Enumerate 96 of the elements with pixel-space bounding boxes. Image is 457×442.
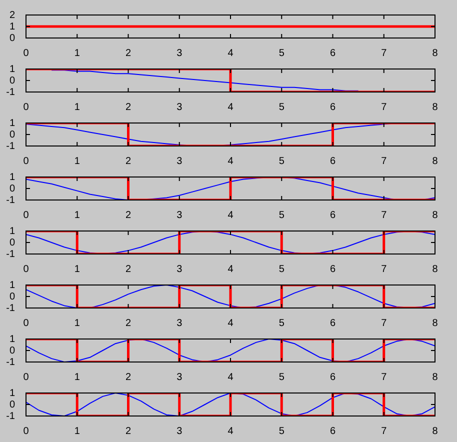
x-tick-label: 0 xyxy=(23,264,30,275)
x-tick-label: 4 xyxy=(228,264,234,275)
x-tick-label: 2 xyxy=(125,318,132,329)
y-tick-label: 0 xyxy=(9,291,16,302)
y-tick-label: 1 xyxy=(9,21,16,32)
x-tick-label: 6 xyxy=(330,102,336,113)
y-tick-label: 1 xyxy=(9,64,16,75)
x-tick-label: 2 xyxy=(125,156,132,167)
y-tick-label: 1 xyxy=(9,334,16,345)
x-tick-label: 6 xyxy=(330,426,336,437)
x-tick-label: 2 xyxy=(125,372,132,383)
x-tick-label: 8 xyxy=(432,372,438,383)
x-tick-label: 0 xyxy=(23,48,30,59)
y-tick-label: -1 xyxy=(6,194,16,206)
x-tick-label: 6 xyxy=(330,48,336,59)
x-tick-label: 5 xyxy=(278,318,285,329)
x-tick-label: 7 xyxy=(381,318,388,329)
x-tick-label: 3 xyxy=(176,426,183,437)
y-tick-label: 0 xyxy=(9,129,16,140)
x-tick-label: 3 xyxy=(176,210,183,221)
x-tick-label: 6 xyxy=(330,372,336,383)
y-tick-label: -1 xyxy=(6,140,16,152)
x-tick-label: 8 xyxy=(432,264,438,275)
x-tick-label: 1 xyxy=(74,48,80,59)
x-tick-label: 4 xyxy=(228,102,234,113)
y-tick-label: -1 xyxy=(6,356,16,368)
y-tick-label: 1 xyxy=(9,172,16,183)
x-tick-label: 6 xyxy=(330,264,336,275)
y-tick-label: 1 xyxy=(9,226,16,237)
x-tick-label: 6 xyxy=(330,156,336,167)
x-tick-label: 7 xyxy=(381,210,388,221)
x-tick-label: 0 xyxy=(23,372,30,383)
y-tick-label: -1 xyxy=(6,302,16,314)
x-tick-label: 8 xyxy=(432,318,438,329)
x-tick-label: 1 xyxy=(74,156,80,167)
x-tick-label: 5 xyxy=(278,102,285,113)
y-tick-label: 0 xyxy=(9,183,16,194)
x-tick-label: 4 xyxy=(228,372,234,383)
x-tick-label: 4 xyxy=(228,48,234,59)
x-tick-label: 7 xyxy=(381,156,388,167)
x-tick-label: 2 xyxy=(125,102,132,113)
x-tick-label: 2 xyxy=(125,264,132,275)
x-tick-label: 8 xyxy=(432,102,438,113)
x-tick-label: 1 xyxy=(74,264,80,275)
x-tick-label: 3 xyxy=(176,372,183,383)
y-tick-label: 1 xyxy=(9,388,16,399)
x-tick-label: 4 xyxy=(228,210,234,221)
x-tick-label: 2 xyxy=(125,48,132,59)
x-tick-label: 0 xyxy=(23,318,30,329)
x-tick-label: 5 xyxy=(278,372,285,383)
x-tick-label: 3 xyxy=(176,48,183,59)
x-tick-label: 1 xyxy=(74,426,80,437)
x-tick-label: 1 xyxy=(74,102,80,113)
y-tick-label: 0 xyxy=(9,75,16,86)
x-tick-label: 1 xyxy=(74,318,80,329)
x-tick-label: 8 xyxy=(432,426,438,437)
y-tick-label: 2 xyxy=(9,10,16,21)
x-tick-label: 0 xyxy=(23,426,30,437)
x-tick-label: 5 xyxy=(278,426,285,437)
y-tick-label: 0 xyxy=(9,345,16,356)
x-tick-label: 4 xyxy=(228,426,234,437)
y-tick-label: -1 xyxy=(6,410,16,422)
x-tick-label: 5 xyxy=(278,210,285,221)
x-tick-label: 3 xyxy=(176,318,183,329)
x-tick-label: 1 xyxy=(74,210,80,221)
x-tick-label: 6 xyxy=(330,210,336,221)
x-tick-label: 5 xyxy=(278,264,285,275)
x-tick-label: 7 xyxy=(381,372,388,383)
y-tick-label: 0 xyxy=(9,32,16,44)
x-tick-label: 7 xyxy=(381,102,388,113)
x-tick-label: 4 xyxy=(228,156,234,167)
x-tick-label: 8 xyxy=(432,48,438,59)
x-tick-label: 6 xyxy=(330,318,336,329)
x-tick-label: 7 xyxy=(381,426,388,437)
x-tick-label: 1 xyxy=(74,372,80,383)
x-tick-label: 8 xyxy=(432,210,438,221)
x-tick-label: 3 xyxy=(176,102,183,113)
x-tick-label: 5 xyxy=(278,156,285,167)
x-tick-label: 2 xyxy=(125,210,132,221)
y-tick-label: -1 xyxy=(6,248,16,260)
x-tick-label: 5 xyxy=(278,48,285,59)
x-tick-label: 7 xyxy=(381,264,388,275)
x-tick-label: 0 xyxy=(23,156,30,167)
x-tick-label: 3 xyxy=(176,156,183,167)
x-tick-label: 0 xyxy=(23,102,30,113)
y-tick-label: 0 xyxy=(9,237,16,248)
y-tick-label: -1 xyxy=(6,86,16,98)
x-tick-label: 4 xyxy=(228,318,234,329)
x-tick-label: 0 xyxy=(23,210,30,221)
y-tick-label: 0 xyxy=(9,399,16,410)
x-tick-label: 7 xyxy=(381,48,388,59)
y-tick-label: 1 xyxy=(9,118,16,129)
x-tick-label: 8 xyxy=(432,156,438,167)
x-tick-label: 3 xyxy=(176,264,183,275)
y-tick-label: 1 xyxy=(9,280,16,291)
x-tick-label: 2 xyxy=(125,426,132,437)
